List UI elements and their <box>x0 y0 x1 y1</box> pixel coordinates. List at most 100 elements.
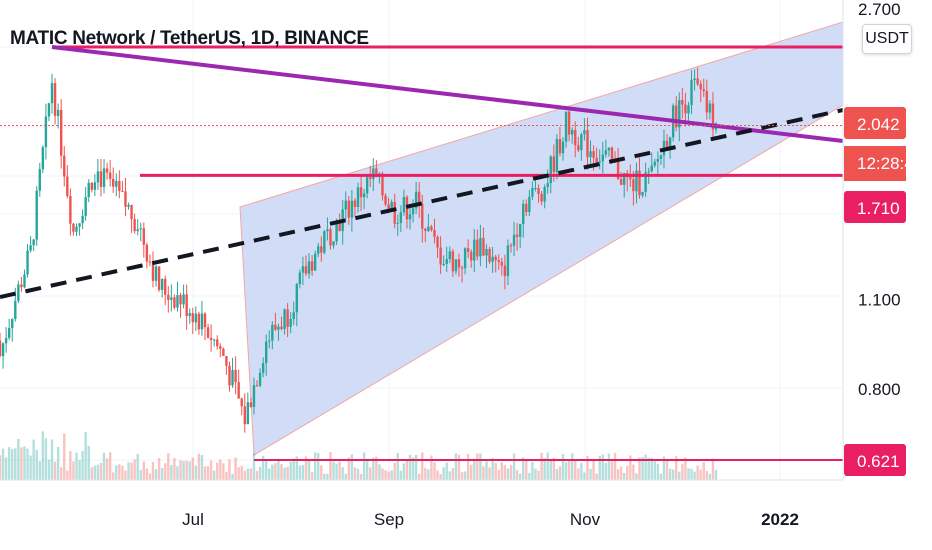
volume-bar <box>656 463 660 480</box>
volume-bar <box>14 448 17 480</box>
volume-bar <box>387 471 390 480</box>
candle-body <box>298 272 302 285</box>
candle-body <box>638 170 641 196</box>
volume-bar <box>595 473 598 480</box>
volume-bar <box>115 465 118 480</box>
volume-bar <box>665 460 669 480</box>
candle-body <box>338 220 341 231</box>
candle-body <box>130 204 133 220</box>
volume-bar <box>613 452 617 480</box>
volume-bar <box>197 453 201 480</box>
volume-bar <box>662 456 666 480</box>
candle-body <box>72 223 75 232</box>
volume-bar <box>540 452 543 480</box>
volume-bar <box>96 464 100 480</box>
volume-bar <box>0 455 2 480</box>
volume-bar <box>604 462 608 480</box>
volume-bar <box>626 465 629 480</box>
volume-bar <box>607 453 611 480</box>
volume-bar <box>185 460 188 480</box>
candle-body <box>629 177 632 180</box>
candle-body <box>307 261 311 274</box>
candle-body <box>497 260 500 262</box>
volume-bar <box>292 458 295 480</box>
volume-bar <box>506 468 510 480</box>
price-tag <box>844 146 906 181</box>
volume-bar <box>369 467 372 480</box>
candle-body <box>641 191 644 196</box>
candle-body <box>531 188 534 197</box>
volume-bar <box>323 473 326 480</box>
volume-bar <box>102 452 106 480</box>
volume-bar <box>494 462 497 480</box>
volume-bar <box>56 447 60 480</box>
candle-body <box>108 172 112 179</box>
candle-body <box>249 402 253 408</box>
candle-body <box>182 294 185 305</box>
candle-body <box>543 187 546 202</box>
volume-bar <box>408 454 412 480</box>
candle-body <box>693 78 696 81</box>
candle-body <box>197 313 201 330</box>
currency-button[interactable]: USDT <box>862 24 912 54</box>
volume-bar <box>381 468 384 480</box>
candle-body <box>231 369 234 386</box>
candle-body <box>647 171 650 173</box>
volume-bar <box>108 452 112 480</box>
volume-bar <box>442 467 445 480</box>
price-tag-label: 12:28:42 <box>857 154 923 173</box>
candle-body <box>280 326 283 329</box>
volume-bar <box>219 459 222 480</box>
volume-bar <box>580 463 583 480</box>
volume-bar <box>332 461 335 480</box>
volume-bar <box>708 473 712 480</box>
volume-bar <box>460 472 464 480</box>
candle-body <box>90 182 93 190</box>
candle-body <box>681 100 684 105</box>
volume-bar <box>518 473 522 480</box>
volume-bar <box>476 453 479 480</box>
candle-body <box>84 197 87 216</box>
candle-body <box>653 161 657 166</box>
candle-body <box>589 151 592 158</box>
volume-bar <box>417 473 421 480</box>
volume-bar <box>335 463 338 480</box>
volume-bar <box>23 446 26 480</box>
candle-body <box>66 176 69 196</box>
volume-bar <box>17 438 20 480</box>
volume-bar <box>500 462 504 480</box>
volume-bar <box>78 459 81 480</box>
candle-body <box>295 284 299 313</box>
candle-body <box>564 111 568 142</box>
candle-body <box>164 278 167 295</box>
volume-bar <box>702 462 705 480</box>
volume-bar <box>47 459 51 480</box>
volume-bar <box>209 460 213 480</box>
volume-bar <box>537 470 540 480</box>
volume-bar <box>99 463 103 480</box>
candle-body <box>595 157 598 163</box>
candle-body <box>372 168 375 180</box>
candle-body <box>317 246 320 254</box>
candle-body <box>470 251 473 261</box>
candle-body <box>50 83 54 104</box>
volume-bar <box>307 460 311 480</box>
volume-bar <box>326 473 329 480</box>
candle-body <box>145 244 149 262</box>
candle-body <box>292 312 295 319</box>
volume-bar <box>154 469 158 480</box>
candle-body <box>460 267 464 269</box>
candle-body <box>289 318 292 327</box>
volume-bar <box>528 472 531 480</box>
volume-bar <box>69 451 72 480</box>
candle-body <box>668 137 672 147</box>
time-axis-label: 2022 <box>761 510 799 529</box>
volume-bar <box>577 468 580 480</box>
volume-bar <box>157 457 161 480</box>
volume-bar <box>534 468 537 480</box>
candle-body <box>1 343 5 356</box>
price-tag-label: 2.042 <box>857 115 900 134</box>
candle-body <box>583 130 586 135</box>
volume-bar <box>378 464 381 480</box>
